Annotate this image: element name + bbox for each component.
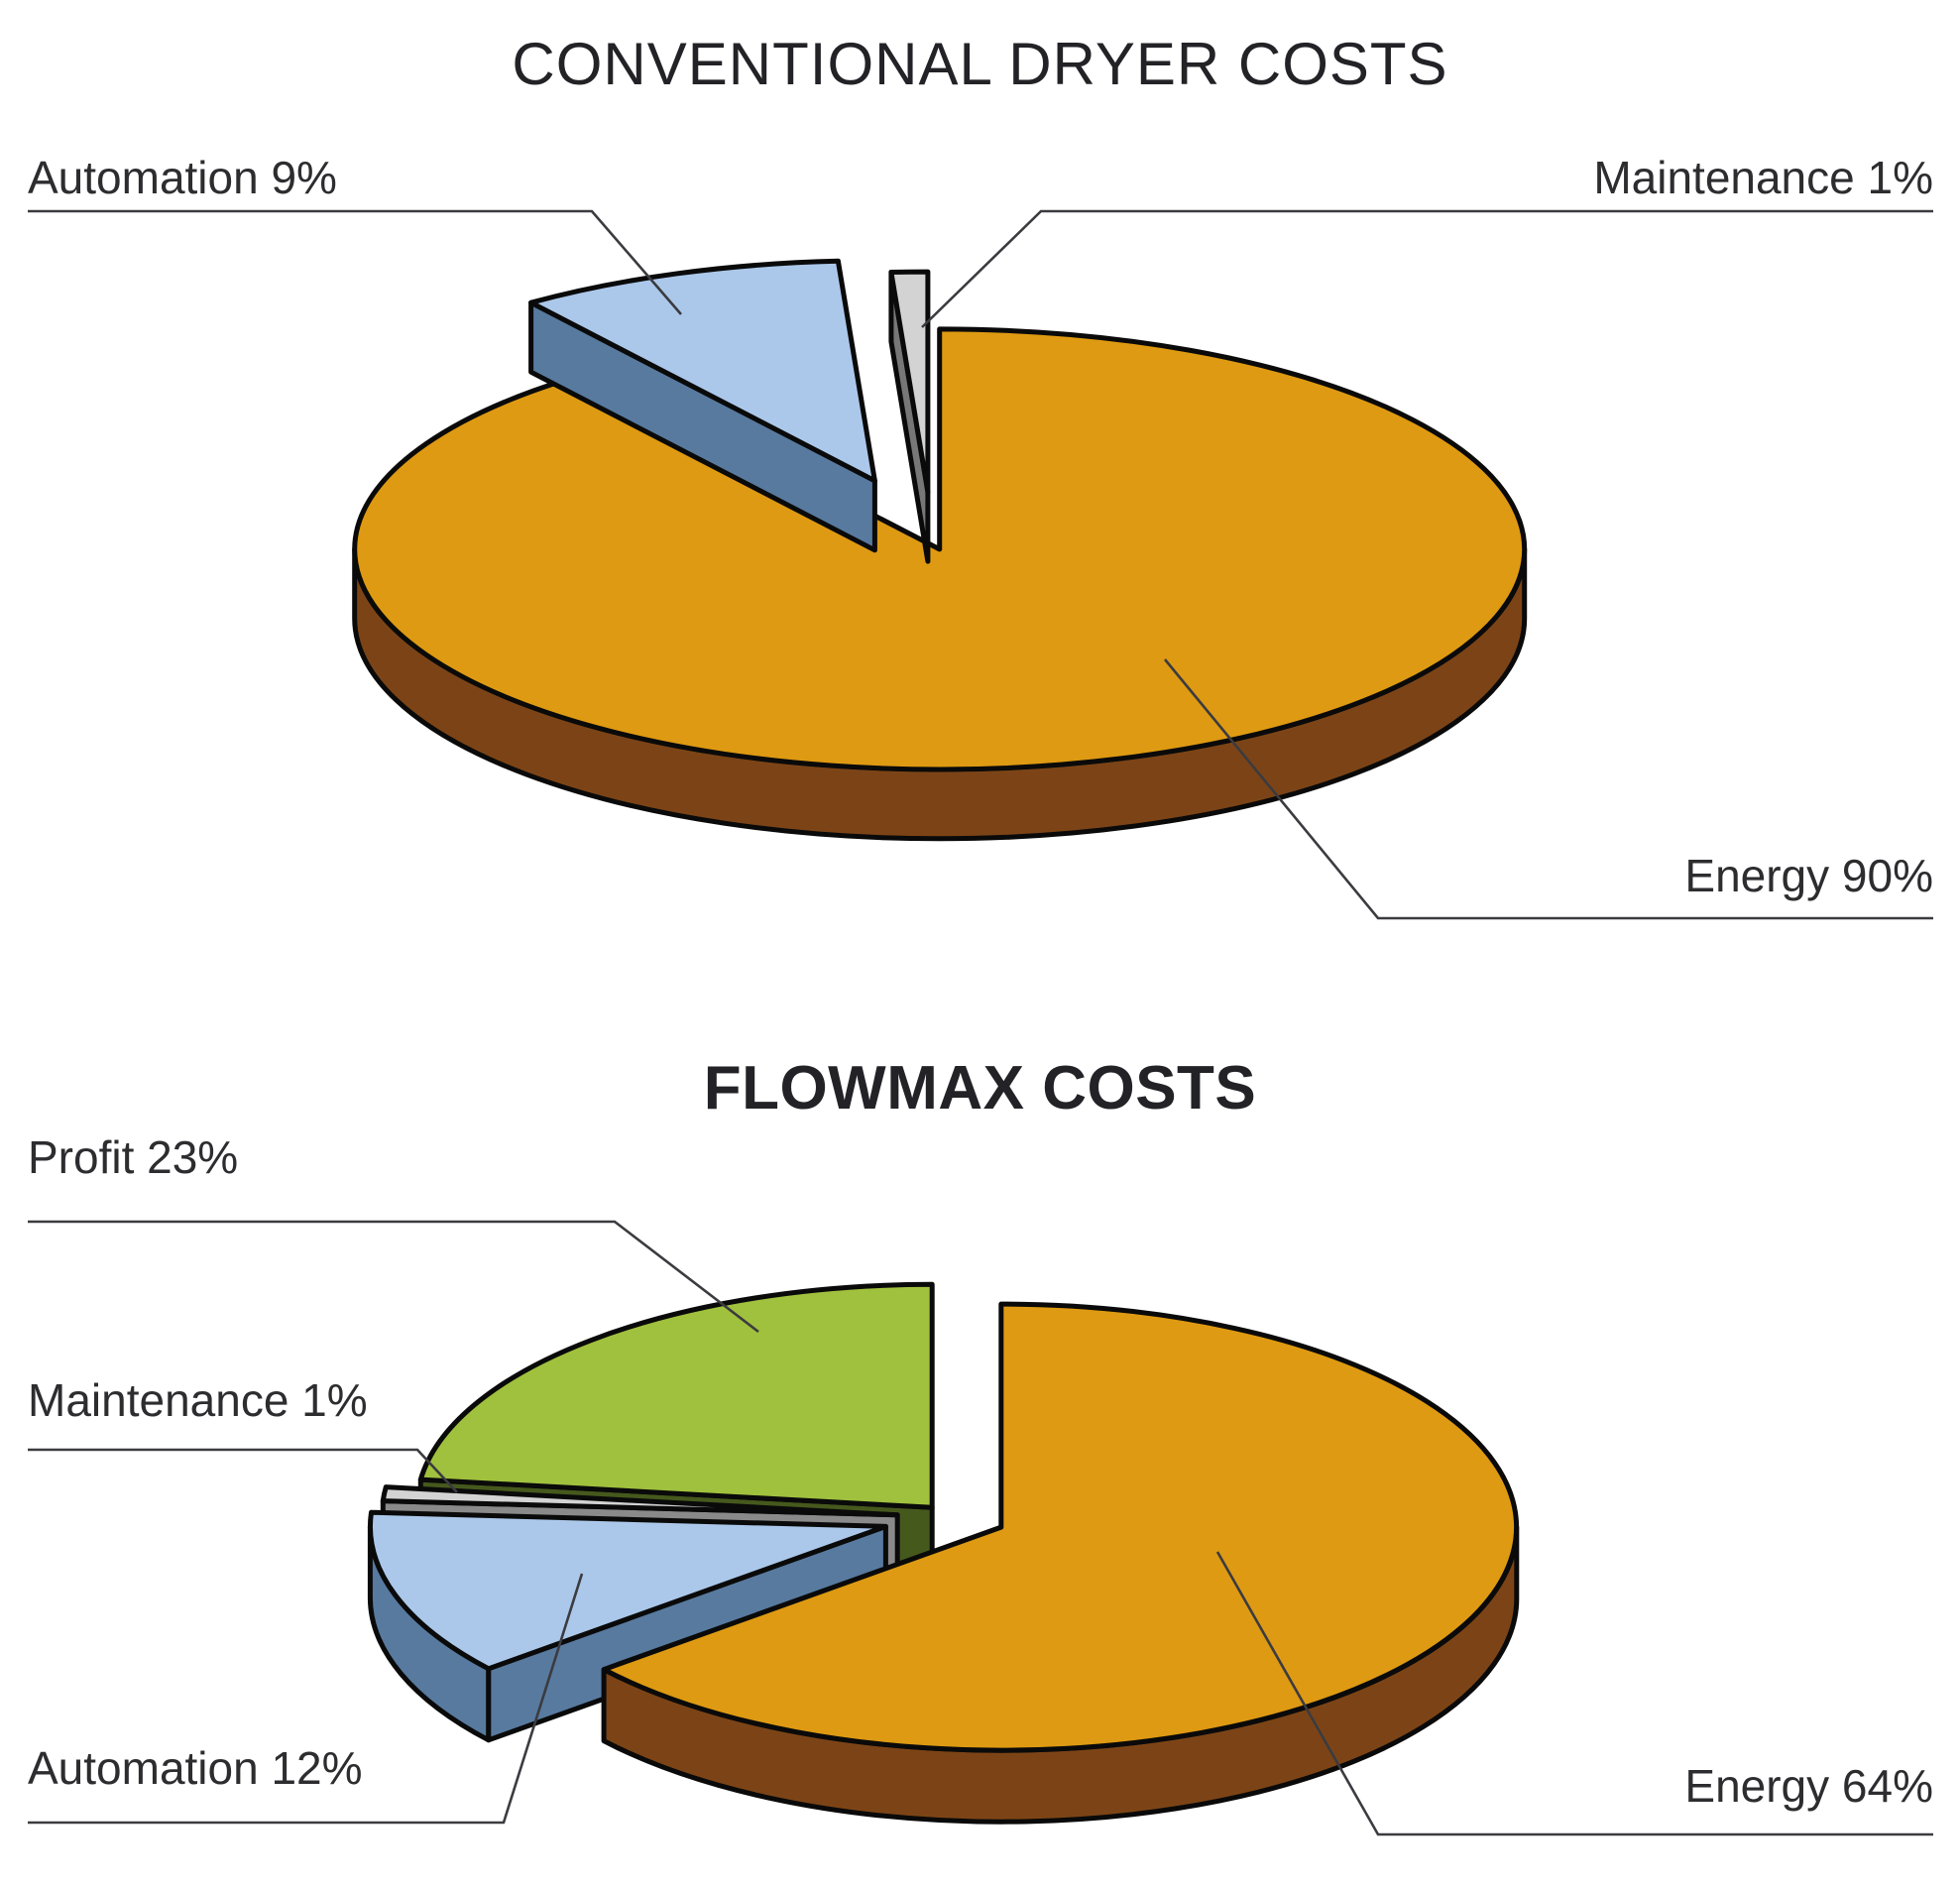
chart1-slice-automation-top [528,258,877,484]
leader-chart1-maintenance [921,209,1933,328]
chart1-slice-maintenance-top [888,269,931,495]
callout-chart1-automation: Automation 9% [28,152,337,203]
chart2-slice-energy-top [601,1301,1520,1753]
callout-chart1-energy: Energy 90% [1684,850,1933,901]
chart2-slice-maintenance-top [380,1484,900,1518]
leader-chart2-energy [1215,1551,1933,1836]
callout-chart2-maintenance: Maintenance 1% [28,1374,368,1426]
chart2-slice-automation-top [367,1509,888,1672]
callout-chart2-automation: Automation 12% [28,1742,363,1794]
leader-chart1-energy [1163,658,1933,920]
chart2-title: FLOWMAX COSTS [703,1054,1257,1122]
chart1-title: CONVENTIONAL DRYER COSTS [512,31,1448,97]
chart2-slice-profit-top [417,1281,935,1510]
leader-chart2-automation [28,1573,584,1825]
leader-chart2-profit [28,1220,759,1334]
chart1-slice-energy-top [352,326,1528,772]
callout-chart2-profit: Profit 23% [28,1131,239,1183]
callout-chart2-energy: Energy 64% [1684,1760,1933,1812]
callout-chart1-maintenance: Maintenance 1% [1593,152,1933,203]
leader-chart2-maintenance [28,1448,458,1493]
leader-chart1-automation [28,209,682,315]
